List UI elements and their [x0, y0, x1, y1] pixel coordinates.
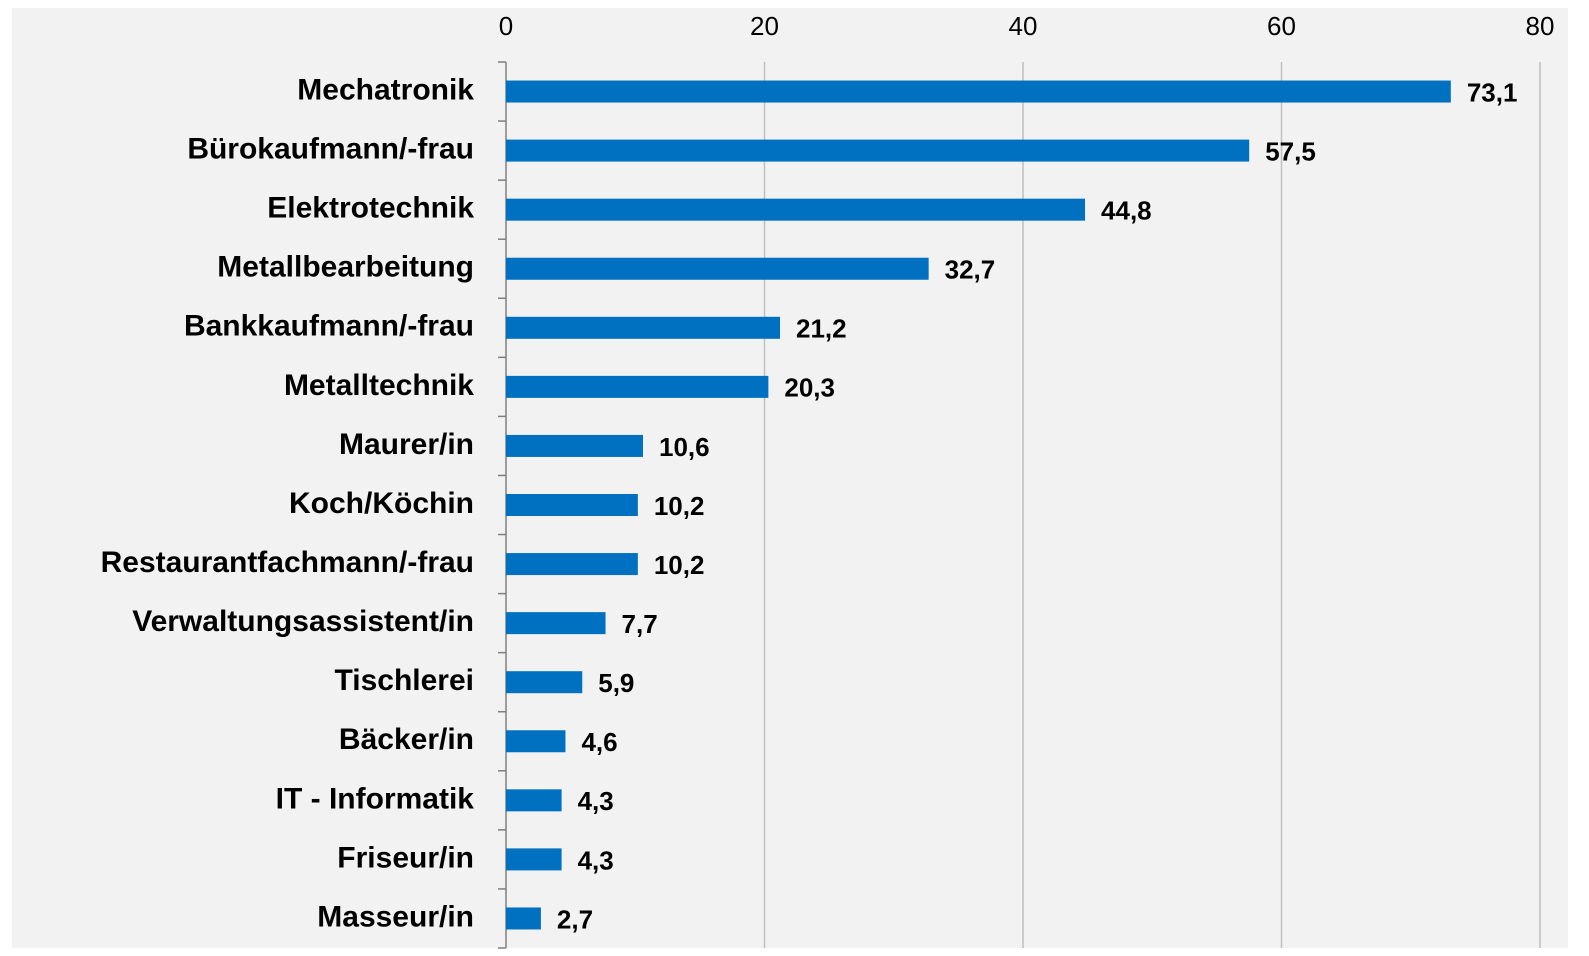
value-label: 4,3 [578, 845, 614, 875]
value-label: 57,5 [1265, 136, 1316, 166]
bar [506, 907, 541, 930]
y-tick-label: Metallbearbeitung [217, 251, 474, 284]
x-tick-label: 60 [1267, 11, 1296, 41]
y-tick-label: Tischlerei [334, 664, 474, 697]
value-label: 10,2 [654, 491, 705, 521]
value-label: 5,9 [598, 668, 634, 698]
value-label: 2,7 [557, 904, 593, 934]
y-tick-label: Mechatronik [297, 73, 474, 106]
y-tick-label: Elektrotechnik [267, 192, 474, 225]
bar [506, 494, 638, 516]
value-label: 21,2 [796, 314, 847, 344]
bar [506, 612, 606, 635]
y-tick-label: Bankkaufmann/-frau [184, 310, 474, 343]
plot-background [12, 8, 1568, 948]
x-tick-label: 80 [1526, 11, 1555, 41]
y-tick-label: IT - Informatik [276, 782, 475, 815]
bar [506, 80, 1451, 103]
bar [506, 139, 1250, 162]
value-label: 32,7 [945, 255, 996, 285]
y-tick-label: Maurer/in [339, 428, 474, 461]
bar [506, 257, 929, 280]
value-label: 73,1 [1467, 77, 1518, 107]
x-tick-label: 0 [499, 11, 513, 41]
bar [506, 730, 566, 753]
bar [506, 375, 769, 398]
bar [506, 316, 781, 339]
value-label: 10,6 [659, 432, 710, 462]
y-tick-label: Friseur/in [337, 841, 474, 874]
y-tick-label: Bürokaufmann/-frau [187, 133, 474, 166]
bar [506, 553, 638, 576]
bar [506, 198, 1086, 221]
value-label: 44,8 [1101, 196, 1152, 226]
value-label: 20,3 [784, 373, 835, 403]
value-label: 4,6 [581, 727, 617, 757]
x-tick-label: 20 [750, 11, 779, 41]
value-label: 7,7 [622, 609, 658, 639]
y-tick-label: Koch/Köchin [289, 487, 474, 520]
value-label: 4,3 [578, 786, 614, 816]
y-tick-label: Metalltechnik [284, 369, 474, 402]
value-label: 10,2 [654, 550, 705, 580]
y-tick-label: Bäcker/in [339, 723, 474, 756]
x-tick-label: 40 [1009, 11, 1038, 41]
y-tick-label: Masseur/in [317, 900, 474, 933]
y-tick-label: Verwaltungsassistent/in [132, 605, 474, 638]
bar [506, 848, 562, 871]
y-tick-label: Restaurantfachmann/-frau [101, 546, 474, 579]
bar [506, 434, 644, 457]
bar [506, 671, 583, 694]
bar [506, 789, 562, 812]
